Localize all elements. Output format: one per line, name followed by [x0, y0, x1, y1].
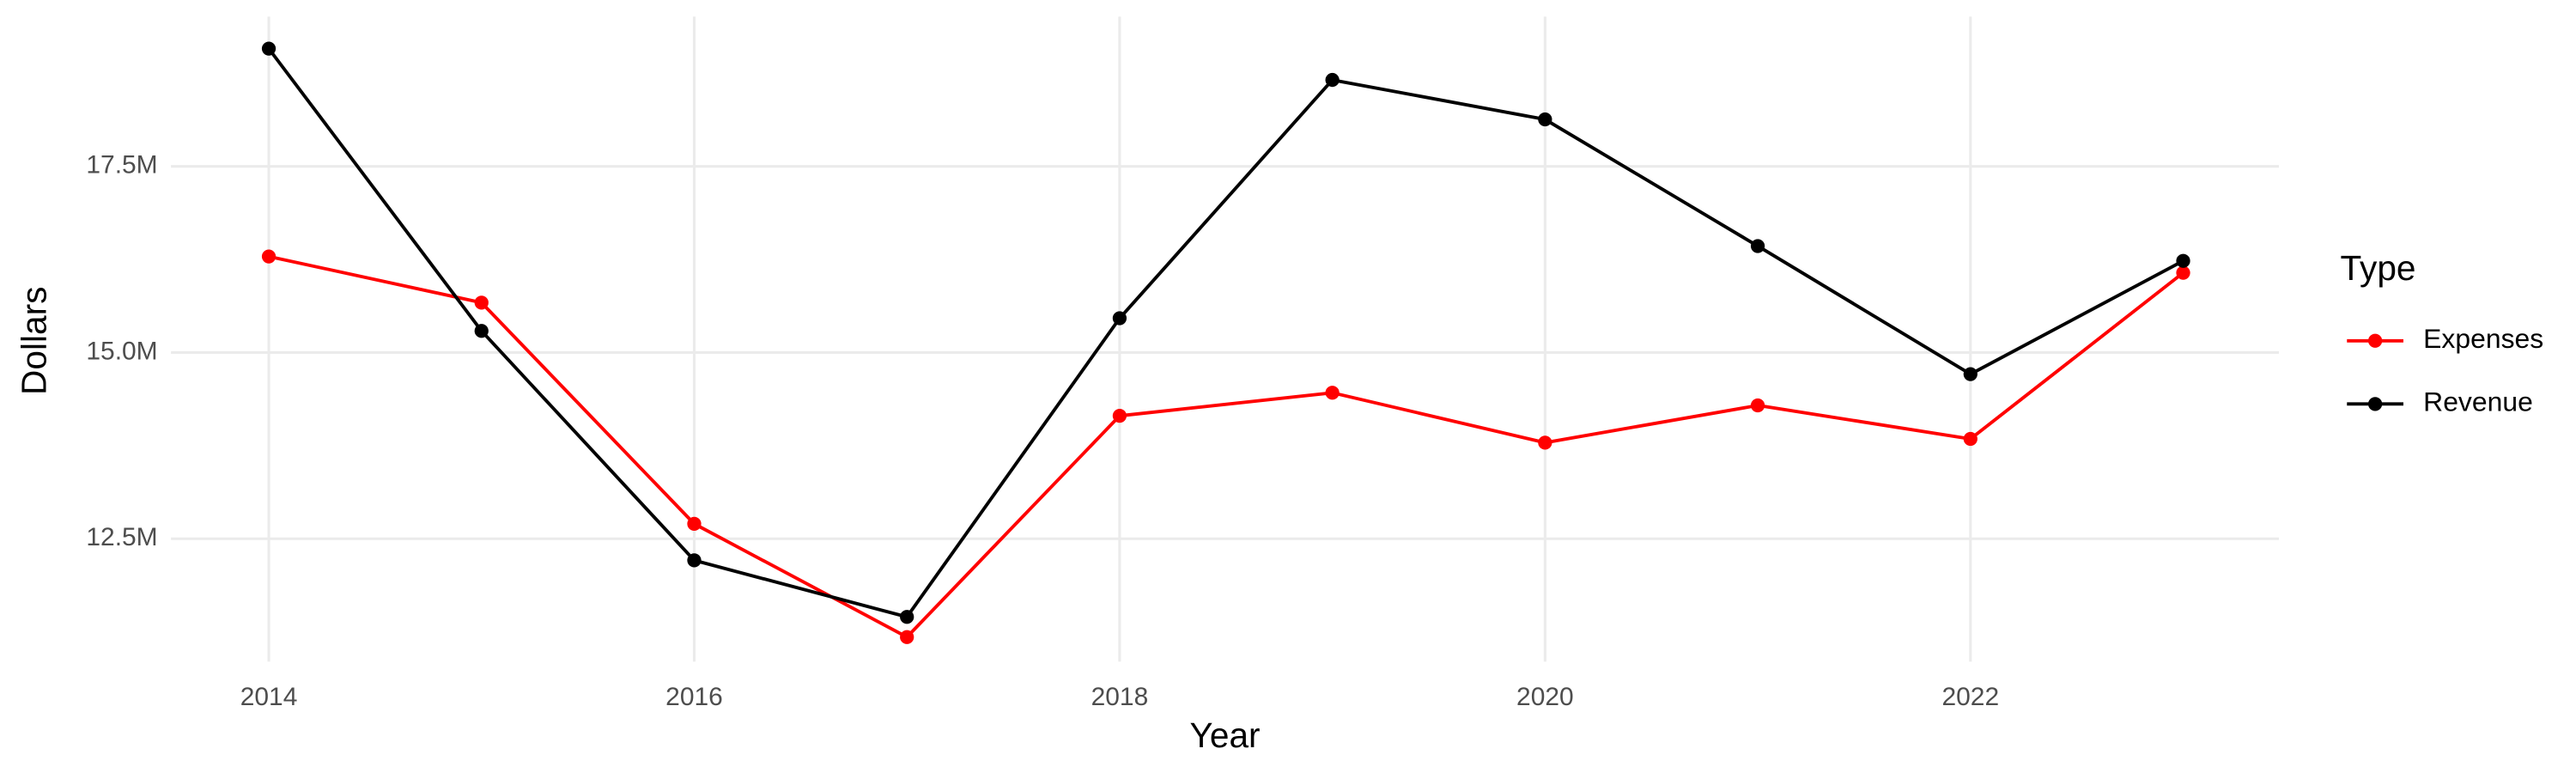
data-point	[474, 295, 489, 310]
x-axis-title: Year	[1190, 715, 1261, 755]
y-tick-label: 15.0M	[86, 337, 157, 365]
series-line	[268, 254, 2184, 640]
data-point	[1325, 386, 1340, 400]
data-point	[1538, 435, 1552, 450]
x-tick-label: 2014	[240, 683, 298, 711]
data-point	[1750, 239, 1765, 253]
data-point	[261, 249, 276, 264]
data-point	[1963, 431, 1978, 447]
y-tick-label: 12.5M	[86, 523, 157, 551]
data-point	[1538, 112, 1552, 127]
data-point	[1325, 72, 1340, 88]
x-tick-label: 2018	[1091, 683, 1149, 711]
data-point	[900, 610, 914, 624]
y-axis-title: Dollars	[14, 287, 53, 395]
data-point	[900, 630, 914, 644]
data-point	[687, 553, 702, 568]
data-point	[474, 324, 489, 338]
x-tick-label: 2022	[1941, 683, 1999, 711]
data-point	[1963, 367, 1978, 381]
legend-key-point	[2367, 397, 2383, 411]
legend-label: Revenue	[2423, 386, 2533, 417]
data-point	[2176, 265, 2190, 280]
y-tick-label: 17.5M	[86, 151, 157, 180]
series-line	[267, 47, 2184, 619]
legend-key-point	[2367, 333, 2383, 348]
x-tick-label: 2020	[1516, 683, 1574, 711]
legend-label: Expenses	[2423, 323, 2543, 354]
data-point	[687, 516, 702, 532]
x-tick-label: 2016	[665, 683, 723, 711]
legend-title: Type	[2341, 248, 2416, 288]
data-point	[1112, 409, 1127, 423]
data-point	[1112, 311, 1127, 326]
data-point	[2176, 253, 2190, 268]
data-point	[1750, 398, 1765, 413]
data-point	[261, 41, 276, 56]
